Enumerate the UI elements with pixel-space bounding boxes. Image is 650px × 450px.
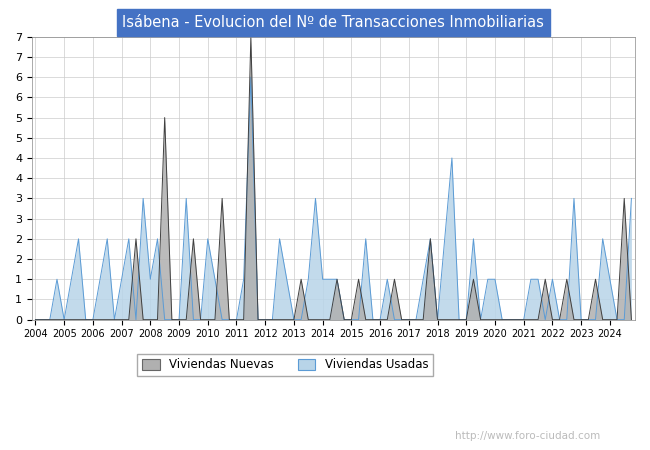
Title: Isábena - Evolucion del Nº de Transacciones Inmobiliarias: Isábena - Evolucion del Nº de Transaccio… — [122, 15, 544, 30]
Text: http://www.foro-ciudad.com: http://www.foro-ciudad.com — [455, 431, 600, 441]
Legend: Viviendas Nuevas, Viviendas Usadas: Viviendas Nuevas, Viviendas Usadas — [137, 354, 433, 376]
